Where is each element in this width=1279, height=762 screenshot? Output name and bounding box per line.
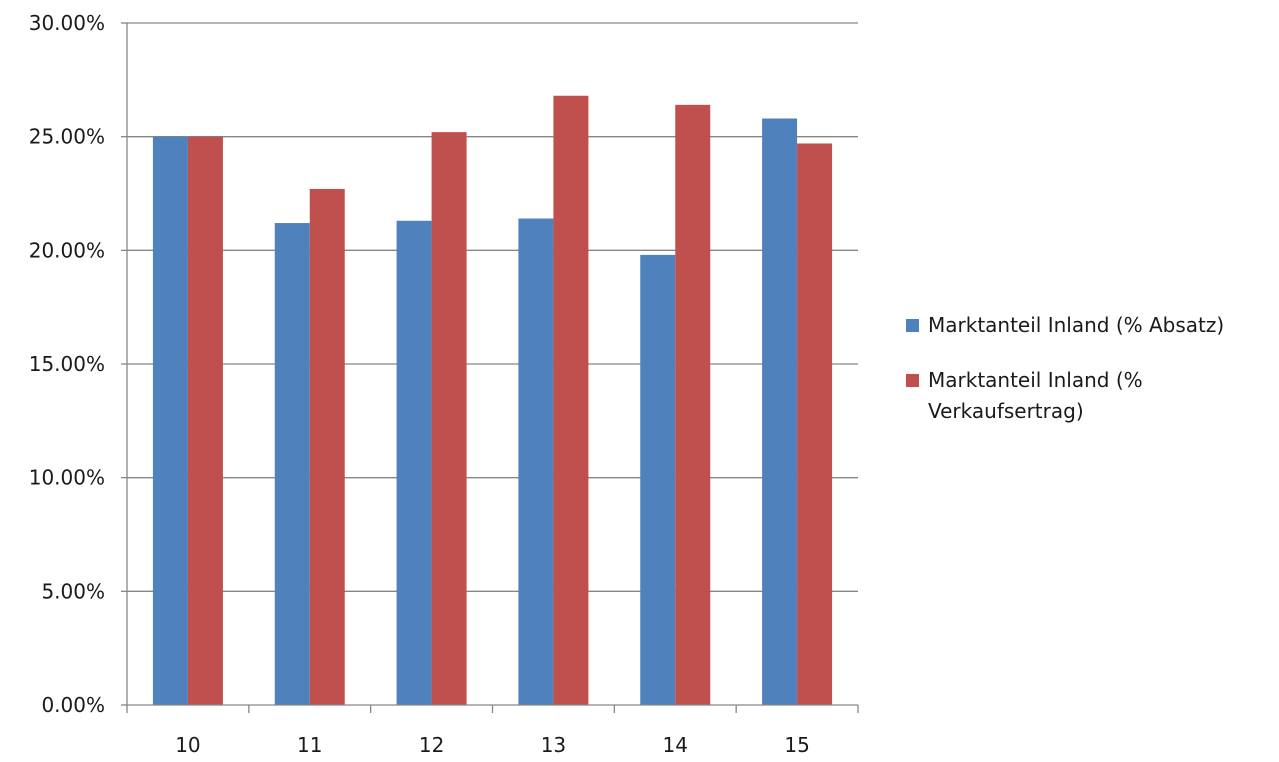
bar-absatz-14 — [640, 254, 676, 705]
bar-verkaufsertrag-10 — [187, 136, 223, 705]
legend-swatch-absatz — [906, 319, 919, 332]
y-tick-label: 25.00% — [29, 125, 105, 149]
bars — [152, 95, 833, 706]
bar-verkaufsertrag-12 — [431, 132, 467, 705]
bar-verkaufsertrag-14 — [675, 104, 711, 706]
x-tick-label: 10 — [175, 733, 200, 757]
legend-item-absatz: Marktanteil Inland (% Absatz) — [906, 310, 1276, 341]
x-tick-labels: 10 11 12 13 14 15 — [175, 733, 810, 757]
y-tick-label: 30.00% — [29, 11, 105, 35]
x-tick-label: 13 — [541, 733, 566, 757]
bar-absatz-10 — [152, 136, 188, 705]
legend-label-verkaufsertrag: Marktanteil Inland (% Verkaufsertrag) — [928, 368, 1143, 423]
legend-item-verkaufsertrag: Marktanteil Inland (% Verkaufsertrag) — [906, 365, 1276, 427]
bar-verkaufsertrag-11 — [309, 188, 345, 705]
y-tick-label: 15.00% — [29, 352, 105, 376]
x-tick-label: 11 — [297, 733, 322, 757]
x-tick-label: 14 — [663, 733, 688, 757]
bar-absatz-13 — [518, 218, 554, 706]
legend: Marktanteil Inland (% Absatz) Marktantei… — [906, 310, 1276, 451]
y-tick-label: 20.00% — [29, 238, 105, 262]
x-tick-label: 15 — [784, 733, 809, 757]
bar-absatz-11 — [274, 223, 310, 705]
axes — [121, 22, 859, 713]
legend-label-absatz: Marktanteil Inland (% Absatz) — [928, 313, 1225, 337]
bar-verkaufsertrag-15 — [797, 143, 833, 705]
bar-verkaufsertrag-13 — [553, 95, 589, 706]
legend-swatch-verkaufsertrag — [906, 374, 919, 387]
bar-absatz-15 — [762, 118, 798, 706]
x-tick-label: 12 — [419, 733, 444, 757]
y-tick-label: 0.00% — [41, 693, 105, 717]
y-tick-label: 5.00% — [41, 579, 105, 603]
bar-absatz-12 — [396, 220, 432, 705]
y-tick-label: 10.00% — [29, 466, 105, 490]
y-tick-labels: 0.00% 5.00% 10.00% 15.00% 20.00% 25.00% 30.00% — [29, 11, 105, 717]
gridlines — [127, 22, 858, 592]
